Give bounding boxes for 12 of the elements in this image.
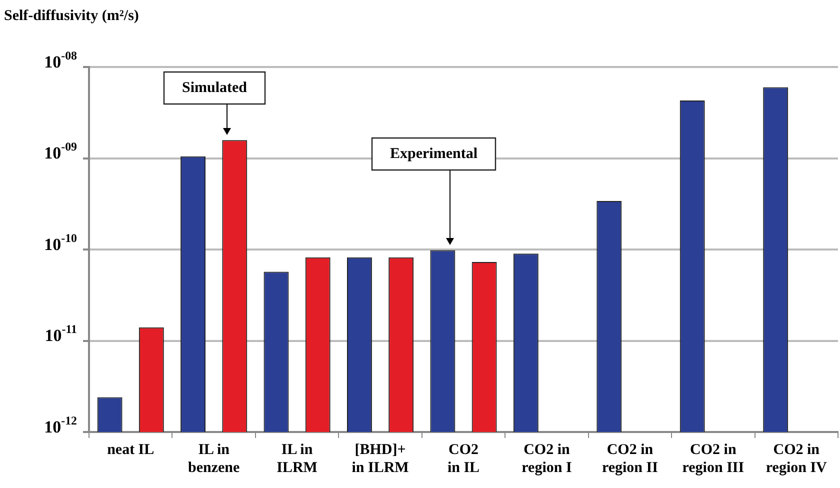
x-tick-label: CO2 in region IV <box>766 442 828 476</box>
x-tick-label: CO2 in IL <box>447 442 480 476</box>
x-tick-label: IL in ILRM <box>276 442 318 476</box>
annotation: Simulated <box>182 80 248 96</box>
x-tick-label: [BHD]+ in ILRM <box>352 442 409 476</box>
x-tick-label: neat IL <box>107 442 154 458</box>
y-axis-title: Self-diffusivity (m²/s) <box>4 8 139 24</box>
x-tick-label: CO2 in region I <box>522 442 572 476</box>
x-tick-label: CO2 in region III <box>682 442 744 476</box>
x-tick-label: IL in benzene <box>188 442 240 476</box>
x-tick-label: CO2 in region II <box>602 442 658 476</box>
annotation: Experimental <box>390 146 478 162</box>
